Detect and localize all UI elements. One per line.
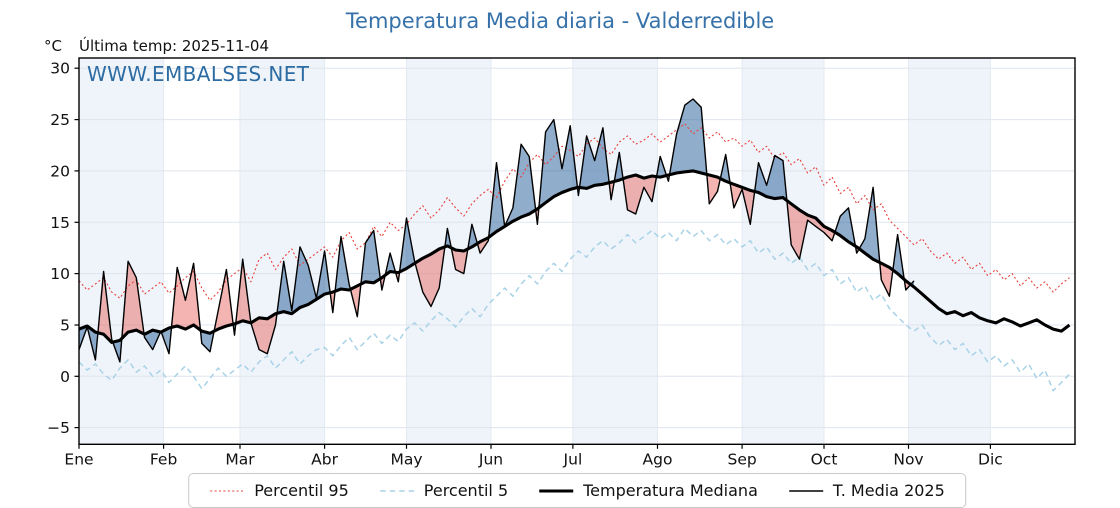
svg-text:May: May	[390, 450, 422, 468]
chart-legend: Percentil 95 Percentil 5 Temperatura Media…	[188, 473, 966, 508]
svg-text:Ago: Ago	[643, 450, 673, 468]
watermark-text: WWW.EMBALSES.NET	[87, 62, 310, 86]
svg-text:Dic: Dic	[978, 450, 1003, 468]
svg-text:Mar: Mar	[225, 450, 255, 468]
month-bands	[79, 58, 991, 445]
legend-swatch-icon	[379, 489, 414, 492]
svg-text:20: 20	[50, 162, 70, 180]
svg-text:Jul: Jul	[563, 450, 583, 468]
svg-text:−5: −5	[47, 419, 70, 437]
svg-text:15: 15	[50, 214, 70, 232]
svg-text:Oct: Oct	[811, 450, 838, 468]
legend-label: Percentil 95	[254, 481, 349, 500]
svg-text:Jun: Jun	[478, 450, 503, 468]
legend-swatch-icon	[210, 489, 245, 492]
legend-label: T. Media 2025	[832, 481, 945, 500]
legend-label: Percentil 5	[423, 481, 509, 500]
y-axis-unit-label: °C	[44, 37, 62, 55]
legend-item-temperatura-mediana: Temperatura Mediana	[538, 481, 758, 500]
svg-text:Sep: Sep	[727, 450, 756, 468]
svg-text:30: 30	[50, 60, 70, 78]
svg-text:Ene: Ene	[64, 450, 93, 468]
legend-label: Temperatura Mediana	[583, 481, 758, 500]
svg-text:Abr: Abr	[311, 450, 338, 468]
legend-swatch-icon	[539, 488, 574, 493]
svg-text:Nov: Nov	[893, 450, 923, 468]
legend-swatch-icon	[788, 489, 823, 492]
svg-text:0: 0	[60, 368, 70, 386]
y-axis-ticks: −5 0 5 10 15 20 25 30	[47, 60, 79, 437]
axes-frame	[78, 57, 1076, 445]
last-temp-subtitle: Última temp: 2025-11-04	[79, 37, 270, 55]
series-line-t-media-2025	[78, 98, 915, 363]
legend-item-percentil-5: Percentil 5	[379, 481, 508, 500]
svg-text:25: 25	[50, 111, 70, 129]
chart-title: Temperatura Media diaria - Valderredible	[345, 9, 775, 33]
series-line-temperatura-mediana	[78, 169, 1071, 344]
legend-item-t-media-2025: T. Media 2025	[788, 481, 945, 500]
svg-text:5: 5	[60, 317, 70, 335]
legend-item-percentil-95: Percentil 95	[209, 481, 349, 500]
svg-text:Feb: Feb	[150, 450, 177, 468]
svg-text:10: 10	[50, 265, 70, 283]
x-axis-ticks: Ene Feb Mar Abr May Jun Jul Ago Sep Oct Nov Dic	[64, 444, 1003, 468]
